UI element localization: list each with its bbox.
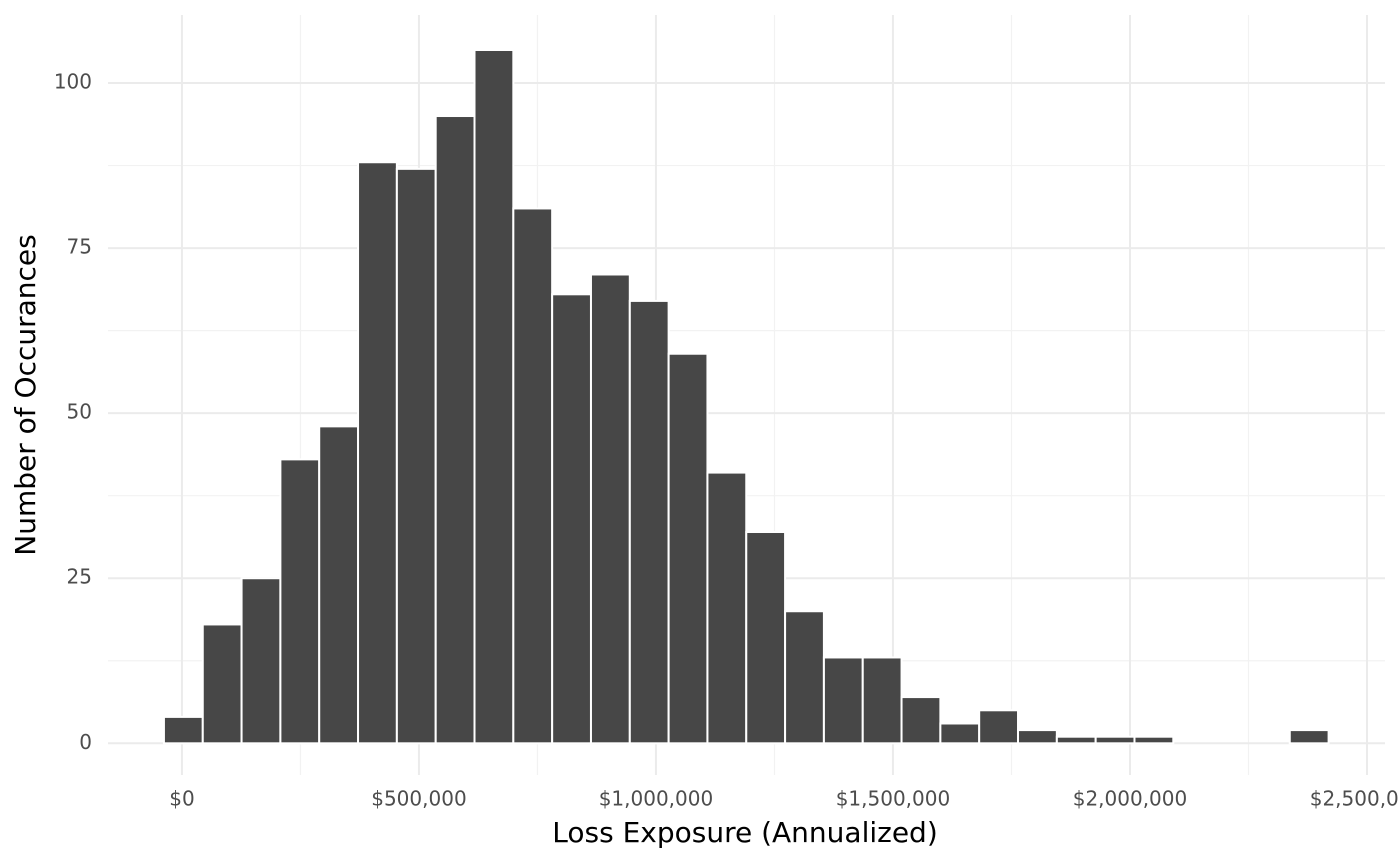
bar [473,48,515,745]
bar [201,623,243,745]
y-tick-label: 75 [67,235,92,259]
bar [978,709,1020,745]
y-axis-title: Number of Occurances [9,234,42,555]
bar [745,531,787,745]
y-tick-label: 100 [54,70,92,94]
bar [279,458,321,745]
bar [1017,729,1058,745]
bar [434,115,476,745]
y-tick-label: 50 [67,400,92,424]
bar [667,352,709,745]
bar [589,273,631,745]
bar [318,425,360,745]
bar [900,696,942,745]
bar [706,471,748,745]
bar [784,610,825,745]
y-tick-label: 0 [79,730,92,754]
bar [861,656,903,745]
bar [1055,735,1097,745]
x-tick-label: $1,000,000 [599,787,714,811]
bar [822,656,864,745]
bar [939,722,981,745]
bar [162,715,204,745]
x-tick-label: $1,500,000 [836,787,951,811]
bar [395,167,437,745]
bar [357,161,398,745]
bar [628,299,670,745]
x-axis-title: Loss Exposure (Annualized) [552,816,938,849]
y-tick-label: 25 [67,565,92,589]
x-tick-label: $0 [169,787,194,811]
bar [1094,735,1136,745]
x-tick-label: $500,000 [371,787,466,811]
x-tick-label: $2,500,000 [1310,787,1400,811]
x-tick-label: $2,000,000 [1073,787,1188,811]
bar [1133,735,1175,745]
bar [512,207,554,745]
bar [551,293,592,745]
bar [1288,729,1330,745]
bar [240,577,282,745]
